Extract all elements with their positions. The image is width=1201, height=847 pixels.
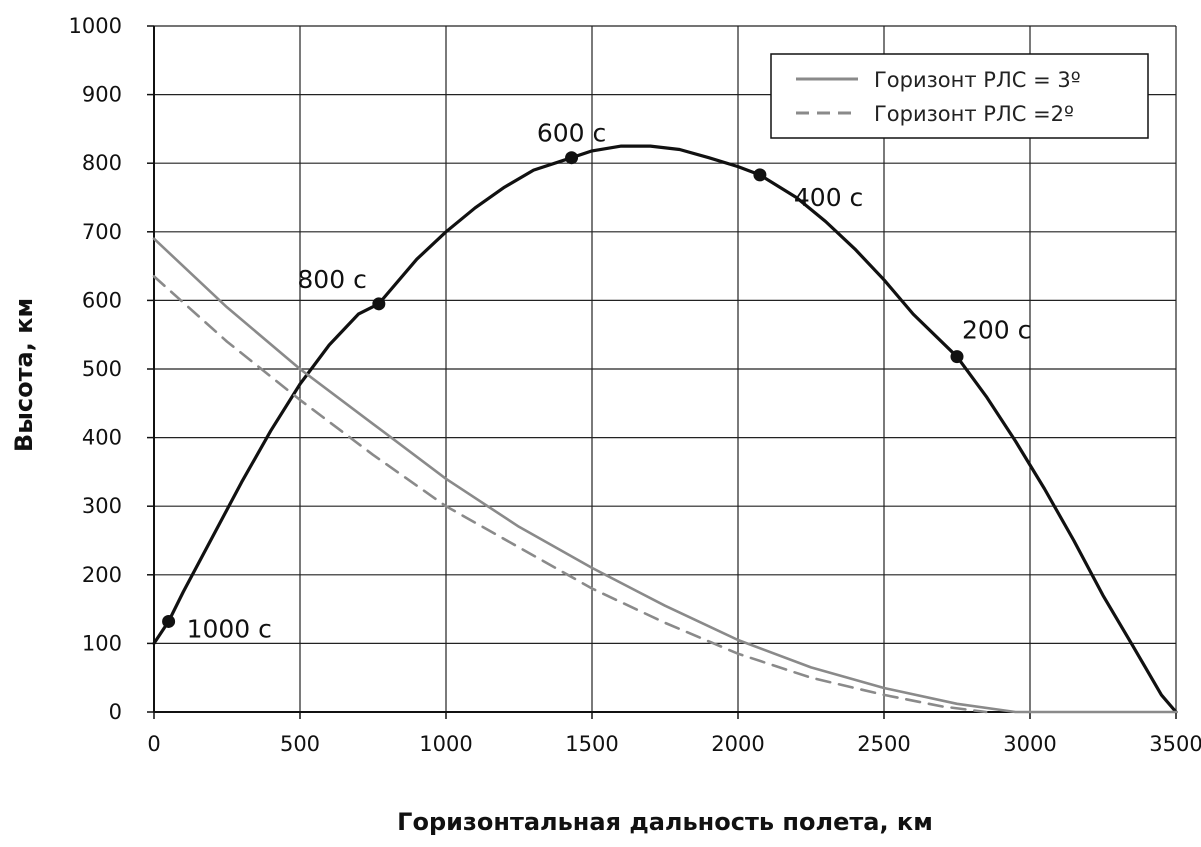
y-tick-label: 600 bbox=[82, 288, 122, 312]
y-tick-label: 400 bbox=[82, 426, 122, 450]
x-tick-labels: 0 500 1000 1500 2000 2500 3000 3500 bbox=[147, 732, 1201, 756]
x-tick-label: 0 bbox=[147, 732, 160, 756]
time-label: 1000 с bbox=[187, 614, 272, 643]
time-marker bbox=[753, 168, 767, 182]
y-tick-label: 0 bbox=[109, 700, 122, 724]
y-tick-label: 500 bbox=[82, 357, 122, 381]
y-tick-label: 200 bbox=[82, 563, 122, 587]
markers bbox=[162, 151, 964, 628]
grid bbox=[154, 25, 1177, 712]
y-tick-label: 700 bbox=[82, 220, 122, 244]
series bbox=[152, 144, 1178, 714]
time-label: 800 с bbox=[297, 265, 366, 294]
y-tick-labels: 0 100 200 300 400 500 600 700 800 900 1000 bbox=[69, 14, 122, 724]
y-axis-title: Высота, км bbox=[10, 298, 38, 452]
time-label: 600 с bbox=[537, 119, 606, 148]
x-tick-label: 3500 bbox=[1149, 732, 1201, 756]
time-marker bbox=[372, 297, 386, 311]
time-label: 200 с bbox=[962, 316, 1031, 345]
legend-label-3deg: Горизонт РЛС = 3º bbox=[874, 68, 1081, 92]
legend-box bbox=[770, 53, 1149, 139]
time-marker bbox=[565, 151, 579, 165]
time-marker bbox=[162, 614, 176, 628]
axes bbox=[147, 25, 1177, 719]
x-axis-title: Горизонтальная дальность полета, км bbox=[397, 808, 933, 836]
x-tick-label: 1500 bbox=[565, 732, 618, 756]
x-tick-label: 3000 bbox=[1003, 732, 1056, 756]
y-tick-label: 1000 bbox=[69, 14, 122, 38]
annotations: 1000 с 800 с 600 с 400 с 200 с bbox=[187, 119, 1032, 644]
trajectory-line bbox=[152, 144, 1178, 714]
y-tick-label: 800 bbox=[82, 151, 122, 175]
legend: Горизонт РЛС = 3º Горизонт РЛС =2º bbox=[770, 53, 1149, 139]
x-tick-label: 1000 bbox=[419, 732, 472, 756]
legend-label-2deg: Горизонт РЛС =2º bbox=[874, 102, 1074, 126]
y-tick-label: 300 bbox=[82, 494, 122, 518]
y-tick-label: 900 bbox=[82, 83, 122, 107]
x-tick-label: 2500 bbox=[857, 732, 910, 756]
horizon-2deg-line bbox=[152, 275, 988, 714]
time-marker bbox=[950, 350, 964, 364]
x-tick-label: 500 bbox=[280, 732, 320, 756]
horizon-3deg-line bbox=[152, 237, 1178, 714]
x-tick-label: 2000 bbox=[711, 732, 764, 756]
y-tick-label: 100 bbox=[82, 631, 122, 655]
time-label: 400 с bbox=[794, 183, 863, 212]
